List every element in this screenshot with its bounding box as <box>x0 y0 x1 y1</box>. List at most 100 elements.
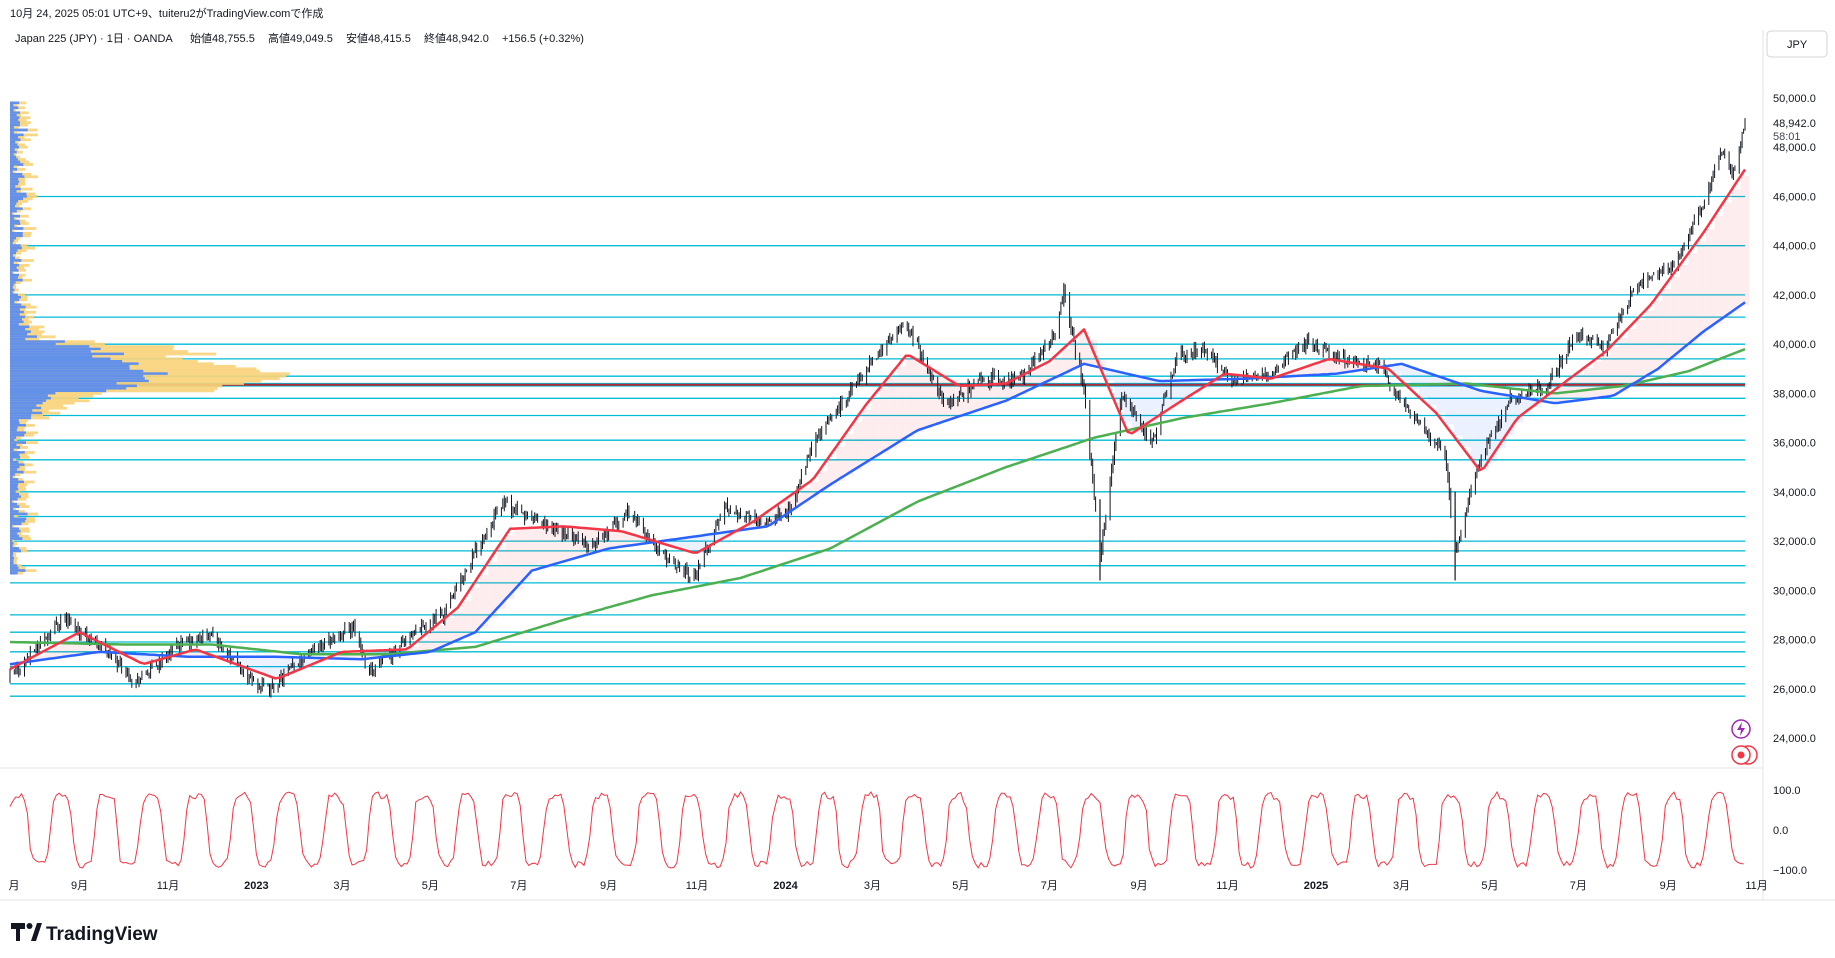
currency-button[interactable] <box>1766 30 1828 58</box>
ma-fill-segment <box>940 374 950 423</box>
ma-mid-line[interactable] <box>9 301 1746 666</box>
volume-profile-bar <box>10 399 90 403</box>
volume-profile-bar <box>10 246 22 250</box>
volume-profile-bar <box>10 133 24 137</box>
volume-profile-bar <box>10 118 19 122</box>
volume-profile-bar <box>10 195 27 198</box>
volume-profile-bar <box>10 396 51 400</box>
time-axis[interactable]: 月 9月 11月 2023 3月 5月 7月 9月 11月 2024 3月 5月 7月 9月 11月 2025… <box>9 880 1768 892</box>
oscillator-scale[interactable]: 100.0 0.0 −100.0 <box>1773 785 1807 877</box>
ma-fill-segment <box>801 487 811 504</box>
ma-fill-segment <box>557 526 567 564</box>
volume-profile-bar <box>10 401 43 405</box>
volume-profile-bar <box>10 458 13 462</box>
volume-profile-bar <box>10 554 13 558</box>
ma-fill-segment <box>1305 366 1315 376</box>
volume-profile-bar <box>10 204 15 208</box>
oscillator-pane[interactable] <box>9 790 1744 869</box>
lightning-icon[interactable] <box>1731 719 1751 739</box>
volume-profile-bar <box>10 246 36 250</box>
ma-fill-segment <box>444 618 454 646</box>
time-tick-label: 9月 <box>71 880 88 892</box>
time-tick-label: 7月 <box>510 880 527 892</box>
volume-profile-bar <box>10 394 48 398</box>
volume-profile-bar <box>10 389 107 393</box>
volume-profile-bar <box>10 446 21 449</box>
oscillator-tick-label: 100.0 <box>1773 785 1801 797</box>
ma-fill-segment <box>862 409 871 465</box>
ma-fill-segment <box>427 632 437 653</box>
volume-profile-bar <box>10 357 111 361</box>
oscillator-line[interactable] <box>9 790 1744 869</box>
volume-profile-bar <box>10 283 14 287</box>
volume-profile-bar <box>10 438 15 442</box>
ma-fill-segment <box>714 533 724 543</box>
ma-fill-segment <box>253 656 263 671</box>
volume-profile-bar <box>10 185 16 188</box>
volume-profile-bar <box>10 453 20 457</box>
volume-profile-bar <box>10 330 31 334</box>
horizontal-levels[interactable] <box>10 195 1745 697</box>
ma-fill-segment <box>1079 333 1089 366</box>
volume-profile-bar <box>10 505 30 508</box>
volume-profile-bar <box>10 561 14 565</box>
ma-fill-segment <box>1505 395 1515 436</box>
time-tick-label: 9月 <box>1131 880 1148 892</box>
volume-profile-bar <box>10 419 19 422</box>
volume-profile-bar <box>10 126 14 129</box>
price-tick-label: 32,000.0 <box>1773 536 1816 548</box>
volume-profile-bar <box>10 180 20 184</box>
volume-profile-bar <box>10 372 168 376</box>
time-tick-label: 2024 <box>773 880 798 892</box>
ma-fill-segment <box>957 385 967 417</box>
moving-averages[interactable] <box>9 168 1747 680</box>
volume-profile-bar <box>10 360 123 363</box>
ma-fill-segment <box>1053 357 1063 379</box>
ohlc-low: 安値48,415.5 <box>346 31 411 45</box>
ma-fill-segment <box>183 652 193 657</box>
ma-fill-segment <box>497 548 506 609</box>
ma-fill-segment <box>1323 360 1332 375</box>
volume-profile-bar <box>10 217 14 220</box>
record-icon[interactable] <box>1731 745 1758 765</box>
volume-profile-bar <box>10 342 56 346</box>
volume-profile-bar <box>10 421 20 425</box>
volume-profile-bar <box>10 293 18 297</box>
ma-fill-segment <box>636 535 645 545</box>
ma-fill-segment <box>1575 374 1585 401</box>
volume-profile-bar <box>10 345 174 348</box>
volume-profile-bar <box>10 251 16 255</box>
volume-profile-bar <box>10 485 26 489</box>
ma-fill-segment <box>1036 368 1045 387</box>
volume-profile-bar <box>10 352 124 356</box>
ma-fill-segment <box>671 539 680 546</box>
ma-fill-segment <box>566 526 576 561</box>
volume-profile-bar <box>10 392 56 395</box>
volume-profile-bar <box>10 332 28 336</box>
ma-fill-segment <box>1149 378 1158 422</box>
ma-slow-line[interactable] <box>9 347 1746 656</box>
time-tick-label: 5月 <box>952 880 969 892</box>
volume-profile-bar <box>10 382 244 385</box>
ma-fill-segment <box>1331 359 1341 374</box>
volume-profile-bar <box>10 342 105 346</box>
volume-profile-bar <box>10 515 19 518</box>
ma-fill-segment <box>1688 253 1698 344</box>
tradingview-logo[interactable]: TradingView <box>11 923 158 945</box>
volume-profile-bar <box>10 182 19 186</box>
price-scale[interactable]: 50,000.0 48,000.0 46,000.0 44,000.0 42,000.0… <box>1773 93 1816 745</box>
volume-profile-bar <box>10 264 30 267</box>
ma-fill-segment <box>436 625 445 650</box>
volume-profile-bar <box>10 104 17 107</box>
symbol-info[interactable]: Japan 225 (JPY) · 1日 · OANDA <box>15 33 173 45</box>
volume-profile-bar <box>10 473 16 476</box>
ma-fast-line[interactable] <box>9 168 1747 680</box>
ma-fill-segment <box>1427 372 1437 405</box>
volume-profile-bar <box>10 340 65 344</box>
ohlc-close: 終値48,942.0 <box>424 31 489 45</box>
volume-profile-bar <box>10 219 20 223</box>
volume-profile-bar <box>10 163 24 166</box>
ma-fill-segment <box>584 528 593 556</box>
ma-fill-segment <box>1445 378 1454 425</box>
